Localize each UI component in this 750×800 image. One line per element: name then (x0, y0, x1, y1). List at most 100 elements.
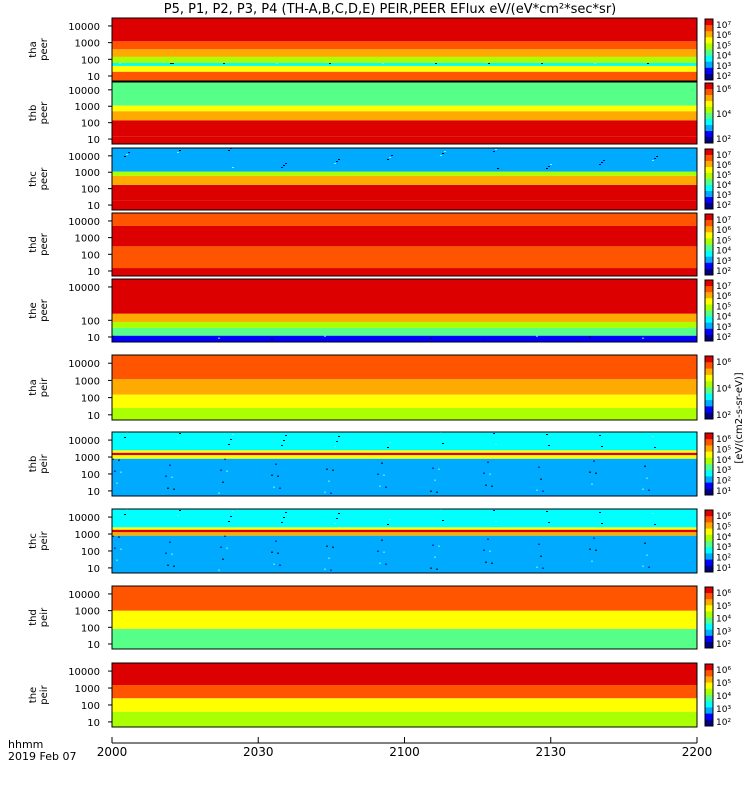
noise-speck (169, 541, 171, 543)
energy-band (112, 586, 697, 611)
colorbar-stripe (705, 400, 713, 407)
colorbar-tick-label: 10⁵ (716, 236, 731, 246)
time-tick-label: 2200 (682, 745, 713, 759)
colorbar-tick-label: 10⁷ (716, 282, 731, 292)
colorbar-stripe (705, 368, 713, 376)
colorbar-stripe (705, 374, 713, 382)
noise-speck (119, 63, 121, 65)
panel-label-line: peir (39, 453, 50, 473)
energy-band (112, 509, 697, 528)
noise-speck (171, 476, 173, 478)
colorbar-tick-label: 10⁵ (716, 445, 731, 455)
noise-speck (644, 465, 646, 467)
noise-speck (218, 492, 220, 494)
colorbar-tick-label: 10⁶ (716, 358, 731, 368)
y-tick-label: 10000 (68, 152, 100, 163)
colorbar-tick-label: 10⁴ (716, 181, 731, 191)
colorbar-stripe (705, 393, 713, 401)
colorbar-stripe (705, 191, 713, 198)
noise-speck (275, 463, 277, 465)
y-tick-label: 1000 (75, 530, 100, 541)
colorbar-stripe (705, 244, 713, 252)
panel-frame (111, 212, 698, 277)
colorbar-stripe (705, 226, 713, 233)
noise-speck (381, 539, 383, 541)
colorbar-stripe (705, 155, 713, 162)
noise-speck (324, 335, 326, 337)
noise-speck (173, 488, 175, 490)
panel-label-line: peir (39, 607, 50, 627)
energy-band (112, 432, 697, 451)
noise-speck (642, 488, 644, 490)
energy-band (112, 685, 697, 699)
y-tick-label: 10000 (68, 359, 100, 370)
noise-speck (591, 560, 593, 562)
noise-speck (536, 489, 538, 491)
noise-speck (116, 482, 118, 484)
noise-speck (271, 338, 273, 340)
colorbar-stripe (705, 688, 713, 696)
colorbar-stripe (705, 719, 713, 727)
energy-band (112, 279, 697, 314)
panel-label: thcpeer (28, 167, 50, 191)
colorbar-stripe (705, 49, 713, 57)
colorbar-tick-label: 10⁵ (716, 302, 731, 312)
noise-speck (642, 337, 644, 339)
noise-speck (124, 437, 126, 438)
noise-speck (281, 445, 283, 446)
colorbar-tick-label: 10⁵ (716, 171, 731, 181)
colorbar-frame (704, 663, 714, 727)
energy-band (112, 246, 697, 269)
colorbar-tick-label: 10⁶ (716, 435, 731, 445)
colorbar-stripe (705, 280, 713, 287)
colorbar-stripe (705, 510, 713, 517)
noise-speck (283, 517, 285, 518)
energy-band (112, 458, 697, 496)
energy-band (112, 535, 697, 573)
colorbar-stripe (705, 268, 713, 276)
panel-label: thapeir (28, 377, 50, 397)
colorbar-stripe (705, 131, 713, 138)
noise-speck (328, 557, 330, 559)
time-tick-label: 2100 (389, 745, 420, 759)
noise-speck (334, 163, 336, 164)
noise-speck (652, 513, 654, 514)
energy-band (112, 56, 697, 64)
colorbar-stripe (705, 262, 713, 270)
energy-band (112, 532, 697, 536)
colorbar-stripe (705, 220, 713, 227)
panel-label: thbpeir (28, 453, 50, 473)
panel-label: thepeir (28, 684, 50, 704)
colorbar-stripe (705, 488, 713, 496)
energy-band (112, 663, 697, 686)
noise-speck (540, 555, 542, 557)
panel-label-line: thc (28, 533, 39, 549)
colorbar-tick-label: 10³ (716, 543, 731, 553)
noise-speck (336, 441, 338, 442)
noise-speck (383, 474, 385, 476)
energy-band (112, 527, 697, 530)
colorbar-stripe (705, 695, 713, 702)
noise-speck (488, 63, 490, 65)
noise-speck (336, 161, 338, 162)
noise-speck (646, 477, 648, 479)
energy-band (112, 379, 697, 395)
noise-speck (387, 524, 389, 525)
noise-speck (377, 550, 379, 552)
noise-speck (338, 436, 340, 437)
noise-speck (432, 467, 434, 469)
noise-speck (165, 552, 167, 554)
colorbar-tick-label: 10⁶ (716, 589, 731, 599)
noise-speck (493, 151, 495, 152)
colorbar-tick-label: 10² (716, 333, 731, 343)
spectrogram-panel: thbpeer 10000 1000 100 10 10⁶ 10⁴ 10² (28, 81, 731, 146)
noise-speck (281, 167, 283, 168)
noise-speck (540, 478, 542, 480)
colorbar-stripe (705, 522, 713, 530)
noise-speck (169, 464, 171, 466)
noise-speck (329, 63, 331, 65)
colorbar-frame (704, 18, 714, 81)
energy-band (112, 105, 697, 112)
